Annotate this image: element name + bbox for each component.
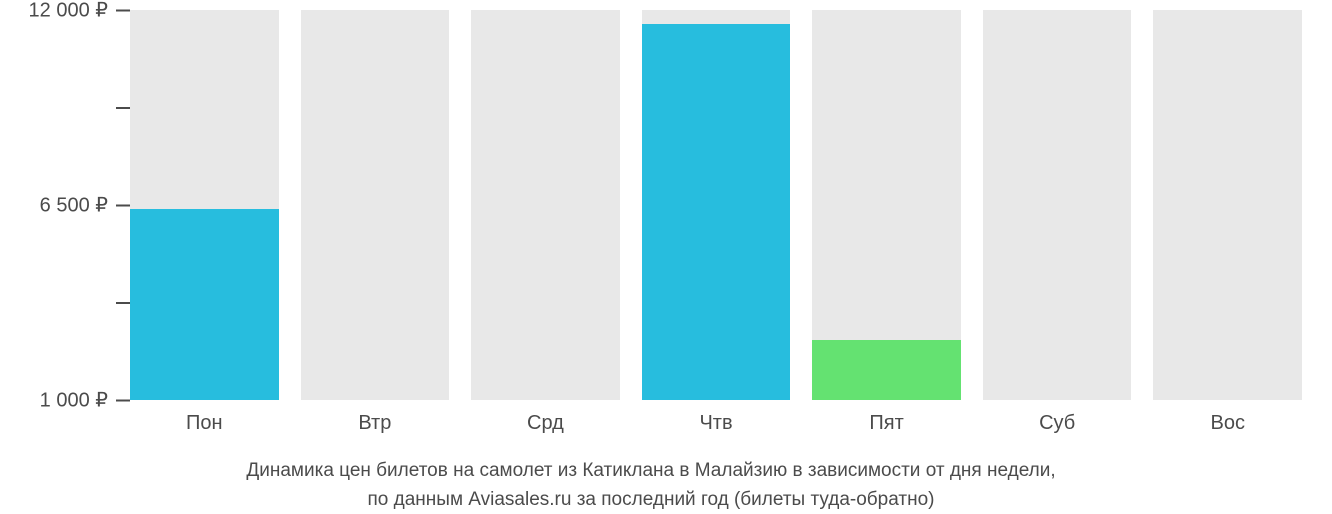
bar-value[interactable] [642, 24, 791, 400]
bar-background [1153, 10, 1302, 400]
x-axis-label: Вос [1153, 412, 1302, 435]
y-tick-label: 1 000 ₽ [40, 388, 116, 413]
bar-slot [1153, 10, 1302, 400]
bar-background [983, 10, 1132, 400]
tick-mark-icon [116, 399, 130, 401]
bar-slot [301, 10, 450, 400]
y-tick-minor [108, 107, 130, 109]
bar-slot [983, 10, 1132, 400]
x-axis-labels: Пон Втр Срд Чтв Пят Суб Вос [130, 412, 1302, 435]
bar-slot [130, 10, 279, 400]
caption-line-2: по данным Aviasales.ru за последний год … [20, 486, 1282, 514]
x-axis-label: Втр [301, 412, 450, 435]
tick-mark-icon [116, 107, 130, 109]
x-axis-label: Пон [130, 412, 279, 435]
price-by-weekday-chart: 12 000 ₽6 500 ₽1 000 ₽ ПонВтрСрдЧтвПятСу… [0, 0, 1332, 502]
bar-value[interactable] [130, 209, 279, 400]
x-axis-label: Суб [983, 412, 1132, 435]
y-tick-major: 12 000 ₽ [29, 0, 130, 23]
bar-slot [471, 10, 620, 400]
x-axis-label: Пят [812, 412, 961, 435]
tick-mark-icon [116, 302, 130, 304]
y-axis: 12 000 ₽6 500 ₽1 000 ₽ [0, 10, 130, 400]
chart-caption: Динамика цен билетов на самолет из Катик… [0, 457, 1302, 514]
tick-mark-icon [116, 9, 130, 11]
bar-slot [812, 10, 961, 400]
bar-background [471, 10, 620, 400]
x-axis-label: Чтв [642, 412, 791, 435]
caption-line-1: Динамика цен билетов на самолет из Катик… [20, 457, 1282, 486]
y-tick-label: 6 500 ₽ [40, 193, 116, 218]
tick-mark-icon [116, 204, 130, 206]
y-tick-label: 12 000 ₽ [29, 0, 116, 23]
bar-background [301, 10, 450, 400]
y-tick-major: 6 500 ₽ [40, 193, 130, 218]
y-tick-minor [108, 302, 130, 304]
bar-slot [642, 10, 791, 400]
plot-area [130, 10, 1302, 400]
y-tick-major: 1 000 ₽ [40, 388, 130, 413]
bar-value[interactable] [812, 340, 961, 400]
x-axis-label: Срд [471, 412, 620, 435]
